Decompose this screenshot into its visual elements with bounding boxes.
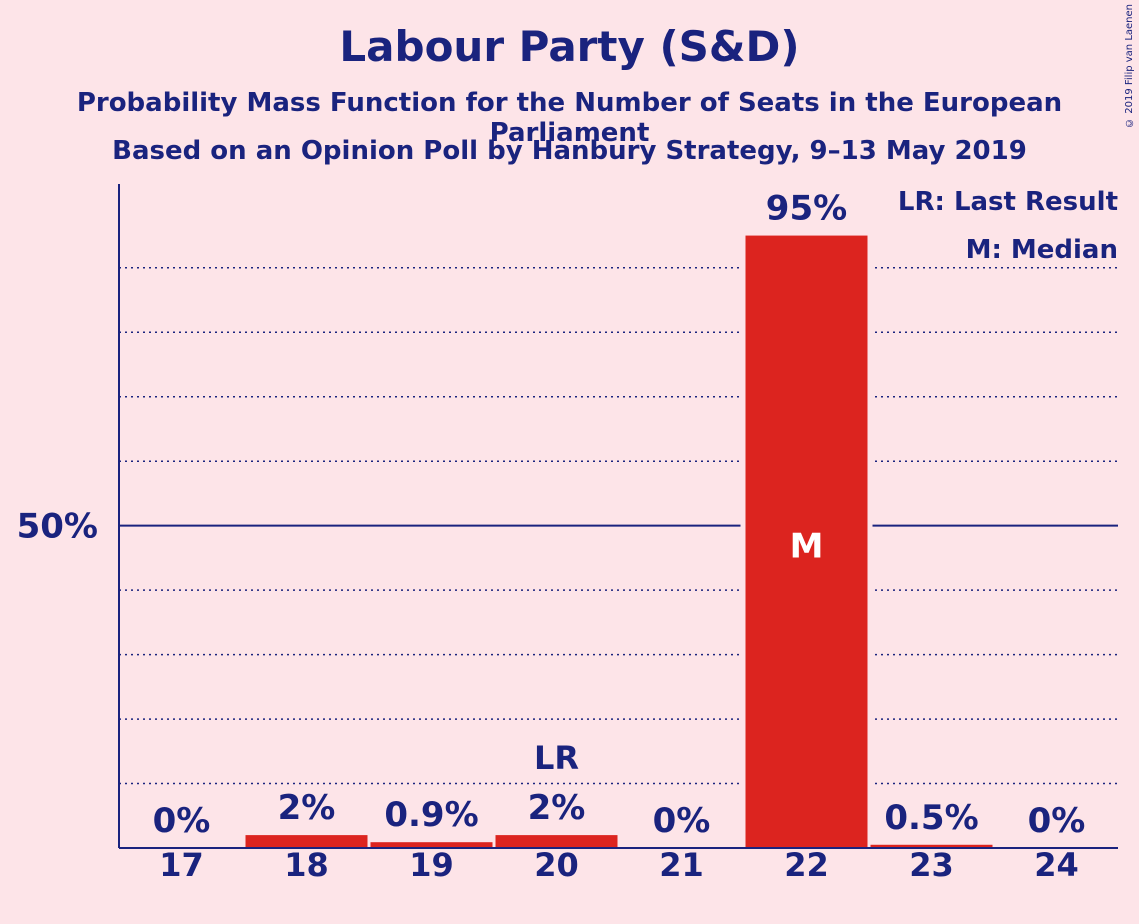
x-tick-label: 17 <box>159 846 204 884</box>
x-tick-label: 18 <box>284 846 329 884</box>
bar-value-label: 0% <box>153 801 211 841</box>
bar <box>745 235 868 848</box>
chart-source-line: Based on an Opinion Poll by Hanbury Stra… <box>112 136 1027 166</box>
chart-title: Labour Party (S&D) <box>339 22 800 71</box>
bar-value-label: 0% <box>653 801 711 841</box>
median-marker: M <box>790 527 824 567</box>
bar <box>370 842 493 848</box>
bar-value-label: 2% <box>278 788 336 828</box>
x-tick-label: 23 <box>909 846 954 884</box>
y-tick-label: 50% <box>17 507 98 547</box>
bar <box>870 844 993 848</box>
x-tick-label: 20 <box>534 846 579 884</box>
bar-value-label: 95% <box>766 189 847 229</box>
x-tick-label: 21 <box>659 846 704 884</box>
x-tick-label: 19 <box>409 846 454 884</box>
bar-value-label: 2% <box>528 788 586 828</box>
legend-median: M: Median <box>966 235 1118 265</box>
bar <box>495 835 618 848</box>
legend-last-result: LR: Last Result <box>898 187 1118 217</box>
last-result-marker: LR <box>534 739 579 777</box>
chart-subtitle: Probability Mass Function for the Number… <box>76 88 1063 148</box>
x-tick-label: 22 <box>784 846 829 884</box>
bar-value-label: 0.9% <box>384 795 478 835</box>
bar-value-label: 0.5% <box>884 798 978 838</box>
bar <box>245 835 368 848</box>
x-tick-label: 24 <box>1034 846 1079 884</box>
bar-value-label: 0% <box>1028 801 1086 841</box>
